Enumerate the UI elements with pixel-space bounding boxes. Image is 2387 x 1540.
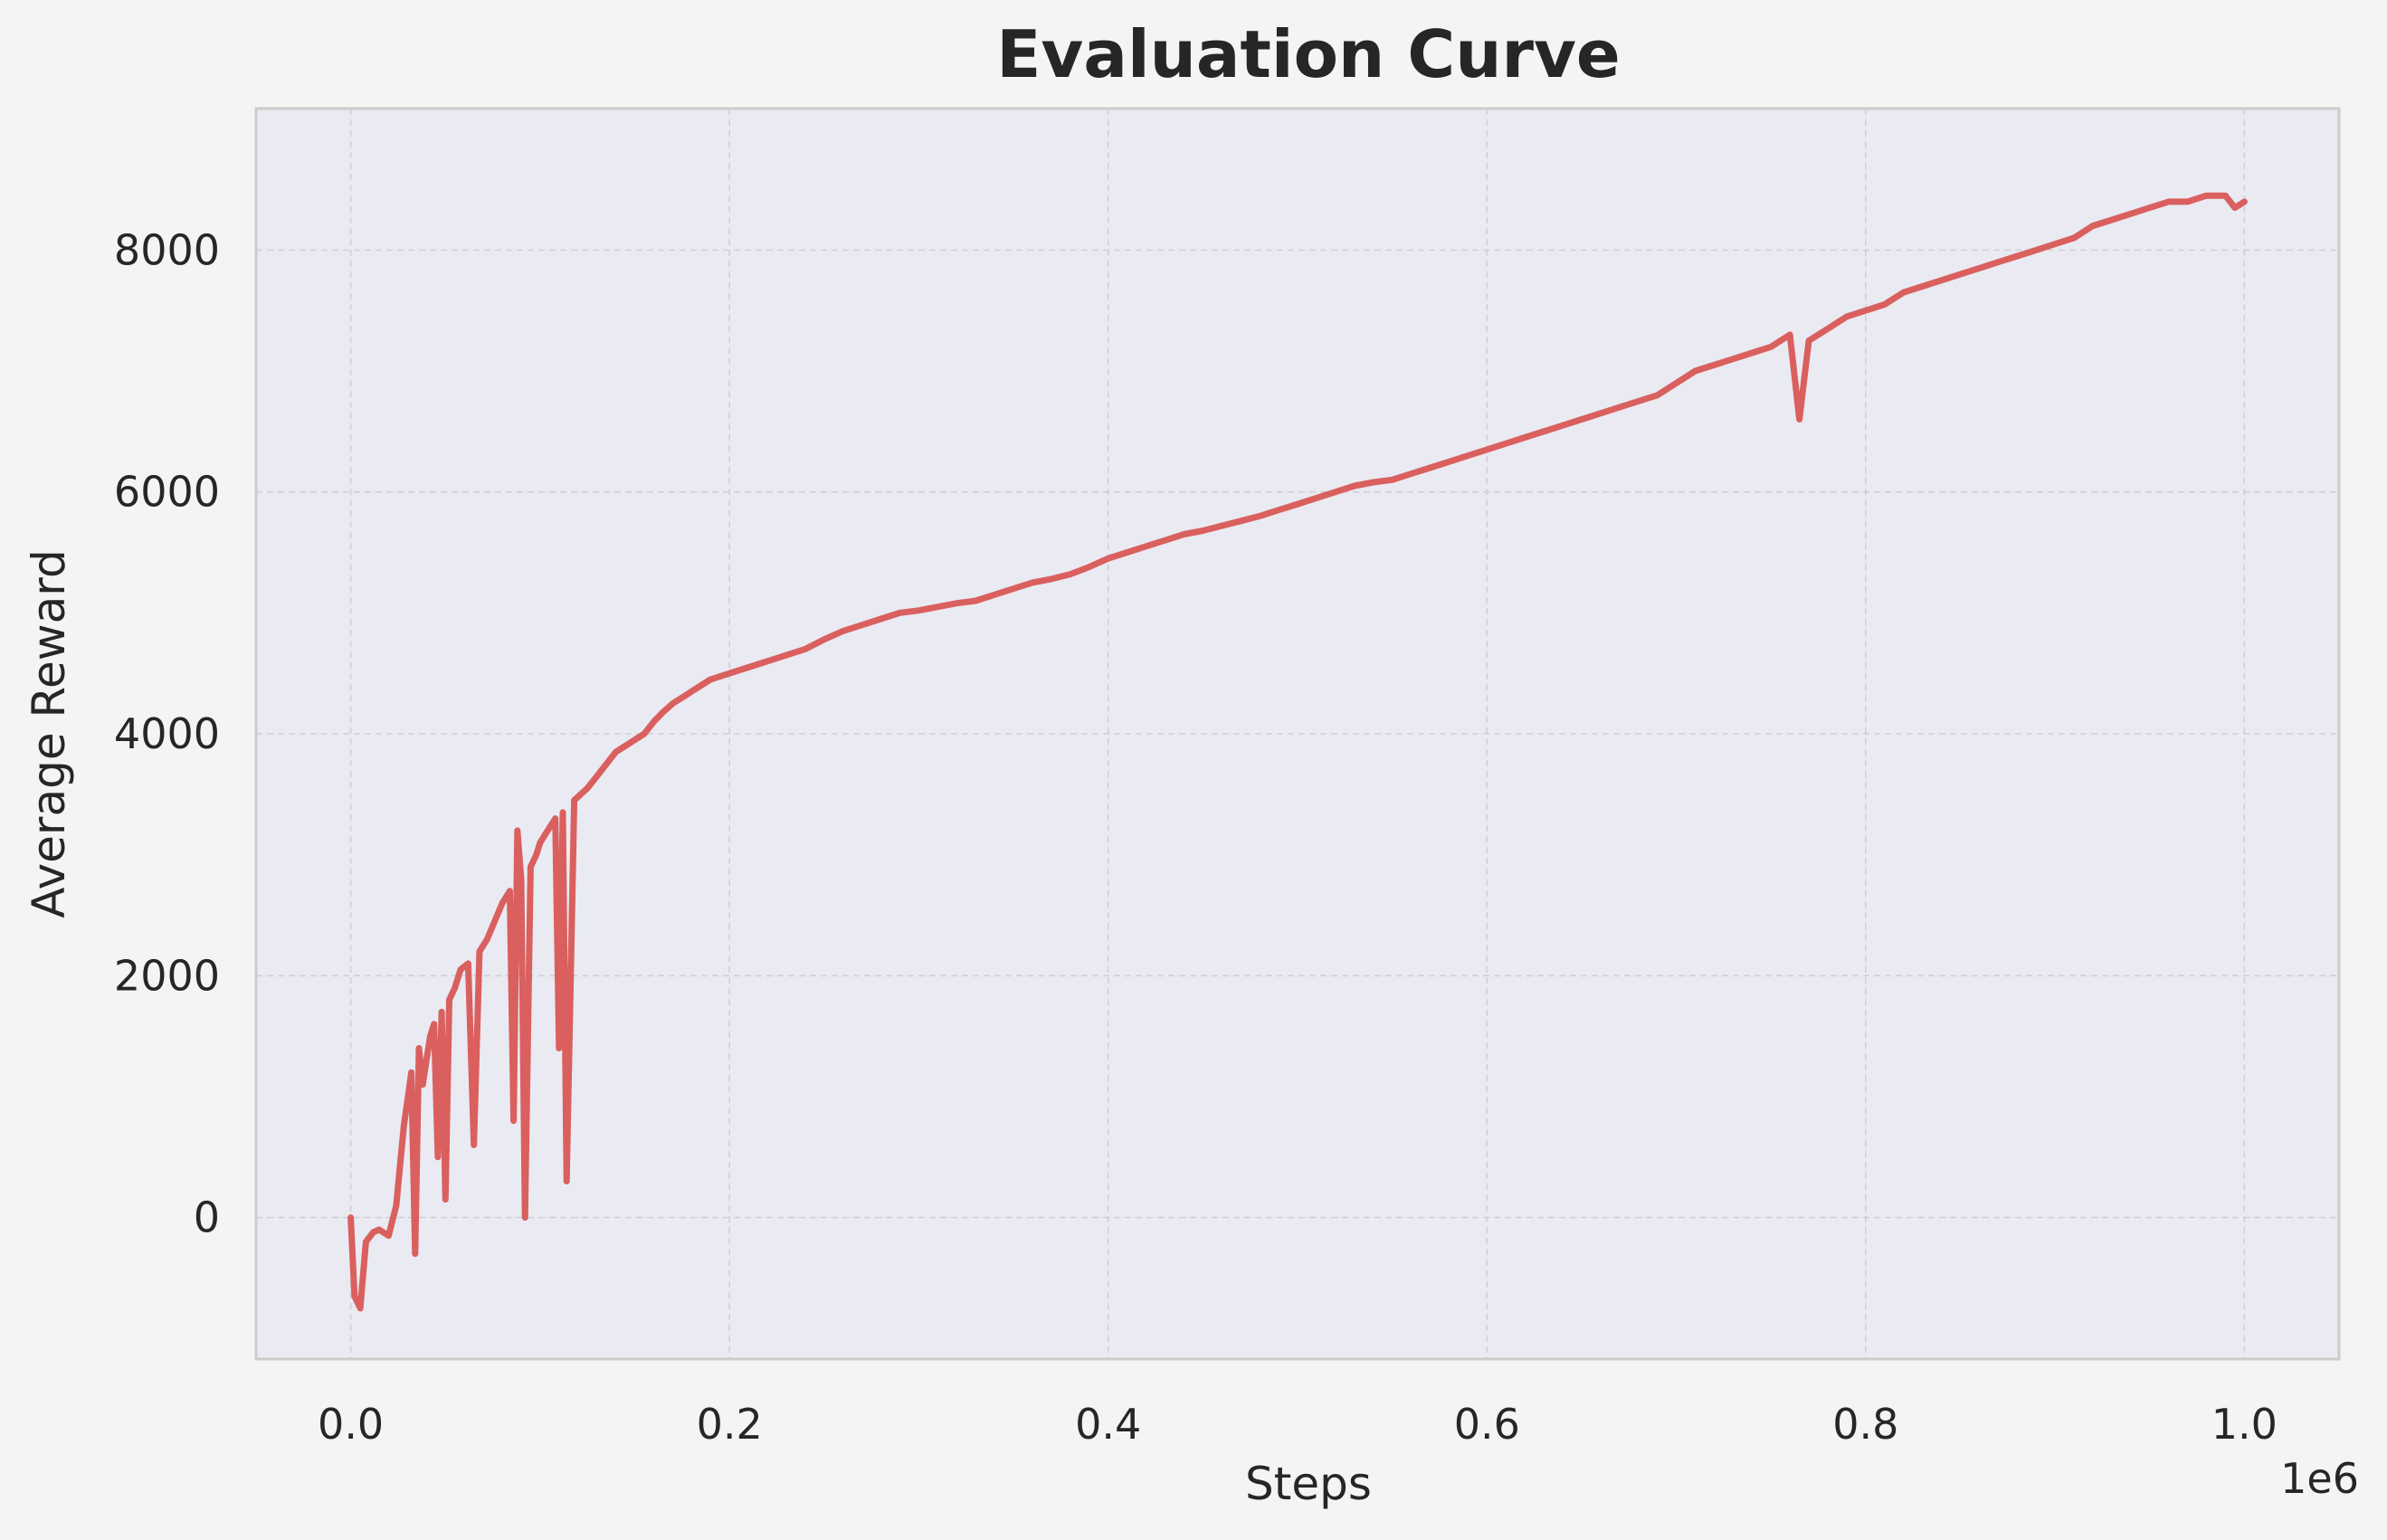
x-axis-label: Steps xyxy=(1245,1458,1372,1510)
x-tick-label-2: 0.4 xyxy=(1075,1400,1141,1449)
chart-title: Evaluation Curve xyxy=(996,16,1620,92)
grid-lines xyxy=(256,109,2339,1359)
y-axis-label: Average Reward xyxy=(23,549,75,917)
y-tick-label-3: 6000 xyxy=(114,468,220,517)
y-tick-label-4: 8000 xyxy=(114,225,220,274)
plot-area xyxy=(256,109,2339,1359)
x-tick-label-3: 0.6 xyxy=(1454,1400,1520,1449)
x-tick-label-5: 1.0 xyxy=(2211,1400,2278,1449)
y-tick-labels: 0 2000 4000 6000 8000 xyxy=(114,225,220,1241)
y-tick-label-1: 2000 xyxy=(114,951,220,1000)
y-tick-label-0: 0 xyxy=(194,1193,220,1242)
series-line-0 xyxy=(347,192,2248,1312)
x-tick-labels: 0.0 0.2 0.4 0.6 0.8 1.0 xyxy=(318,1400,2278,1449)
plot-frame xyxy=(254,107,2341,1361)
x-axis-offset-label: 1e6 xyxy=(2280,1454,2359,1503)
x-tick-label-4: 0.8 xyxy=(1832,1400,1898,1449)
y-tick-label-2: 4000 xyxy=(114,709,220,758)
series-layer xyxy=(347,192,2248,1312)
x-tick-label-0: 0.0 xyxy=(318,1400,384,1449)
x-tick-label-1: 0.2 xyxy=(697,1400,763,1449)
